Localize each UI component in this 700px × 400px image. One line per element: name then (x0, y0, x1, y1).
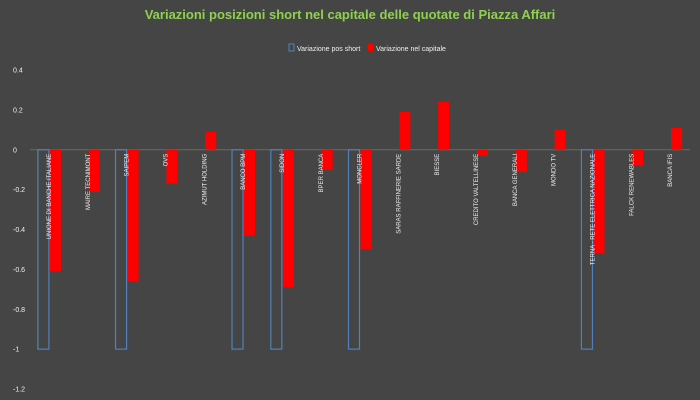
bar-capitale (515, 149, 527, 172)
bar-capitale (127, 149, 139, 282)
category-label: CREDITO VALTELLINESE (474, 154, 480, 225)
bar-capitale (671, 127, 683, 150)
category-label: MONDO TV (552, 154, 558, 186)
category-label: BANCA GENERALI (513, 153, 519, 206)
legend: Variazione pos short Variazione nel capi… (288, 43, 446, 53)
bar-capitale (321, 149, 333, 170)
bar-pos-short (580, 149, 594, 350)
category-label: MONCLER (358, 153, 364, 184)
legend-label-capitale: Variazione nel capitale (376, 46, 446, 53)
bar-capitale (399, 111, 411, 150)
y-tick-label: 0.4 (13, 68, 23, 75)
bar-pos-short (347, 149, 361, 350)
category-label: TERNA - RETE ELETTRICA NAZIONALE (591, 154, 597, 265)
y-tick-label: -0.4 (13, 227, 25, 234)
category-labels: UNIONE DI BANCHE ITALIANE MAIRE TECNIMONT… (47, 153, 674, 265)
legend-swatch-pos-short (288, 43, 295, 52)
bar-capitale (88, 149, 100, 192)
category-label: BANCA IFIS (668, 154, 674, 187)
category-label: BANCO BPM (241, 154, 247, 190)
y-axis-ticks: 0.4 0.2 0 -0.2 -0.4 -0.6 -0.8 -1 -1.2 (13, 68, 25, 394)
category-label: UNIONE DI BANCHE ITALIANE (47, 154, 53, 240)
y-tick-label: -0.6 (13, 267, 25, 274)
bar-capitale (632, 149, 644, 166)
category-label: BPER BANCA (319, 154, 325, 193)
legend-swatch-capitale (368, 44, 373, 51)
category-label: AZIMUT HOLDING (202, 153, 208, 205)
bar-pos-short (37, 149, 50, 350)
bar-pos-short (231, 149, 244, 350)
y-tick-label: -1.2 (13, 387, 25, 394)
category-label: OVS (163, 154, 169, 167)
bar-capitale (476, 149, 488, 156)
bar-capitale (244, 149, 256, 236)
bar-capitale (166, 149, 178, 184)
category-label: SARAS RAFFINERIE SARDE (396, 154, 402, 234)
category-label: BIESSE (435, 154, 441, 176)
bar-capitale (360, 149, 372, 250)
bar-capitale (438, 101, 450, 150)
bar-capitale (49, 149, 61, 272)
bars (37, 101, 683, 350)
y-tick-label: -0.2 (13, 187, 25, 194)
bar-capitale (205, 131, 217, 150)
category-label: SAIPEM (125, 154, 131, 177)
y-tick-label: -0.8 (13, 307, 25, 314)
category-label: SIDON (280, 154, 286, 173)
category-label: FALCK RENEWABLES (629, 154, 635, 216)
category-label: MAIRE TECNIMONT (86, 153, 92, 210)
bar-capitale (282, 149, 294, 288)
y-tick-label: 0.2 (13, 107, 23, 114)
bar-pos-short (270, 149, 283, 350)
bar-capitale (593, 149, 605, 254)
bar-pos-short (114, 149, 128, 350)
bar-capitale (554, 129, 566, 150)
chart-title: Variazioni posizioni short nel capitale … (145, 7, 556, 22)
y-tick-label: 0 (13, 147, 17, 154)
legend-label-pos-short: Variazione pos short (297, 46, 360, 53)
y-tick-label: -1 (13, 347, 19, 354)
